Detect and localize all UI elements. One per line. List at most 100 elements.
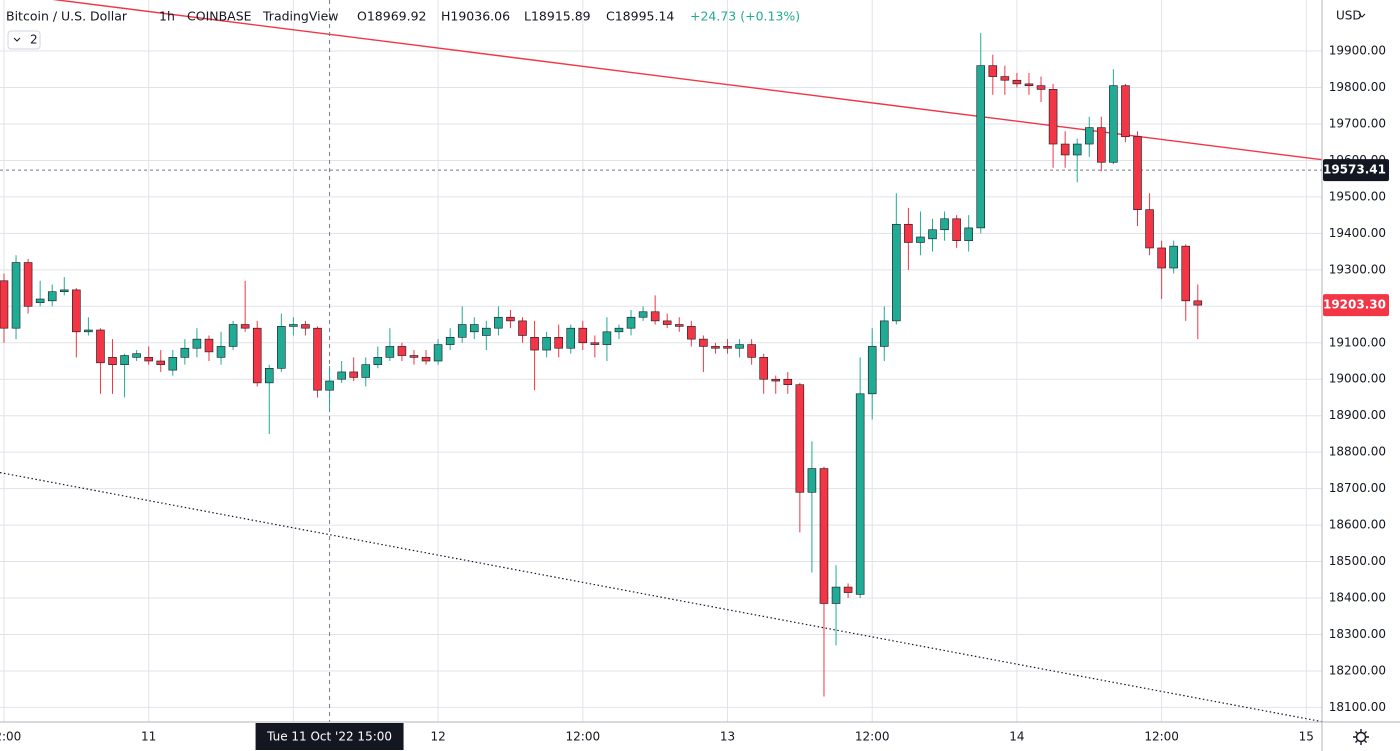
currency-chevron xyxy=(1358,13,1366,18)
candle-body xyxy=(313,327,322,391)
y-tick-label: 18200.00 xyxy=(1329,663,1386,677)
candle-body xyxy=(1169,245,1178,269)
candle-body xyxy=(457,324,467,338)
candle-body xyxy=(1121,85,1130,138)
x-tick-label: 12:00 xyxy=(1144,730,1179,744)
candle-body xyxy=(687,326,696,340)
y-tick-label: 19400.00 xyxy=(1329,226,1386,240)
currency-button[interactable]: USD xyxy=(1336,9,1362,23)
gear-teeth xyxy=(1353,729,1369,745)
candle-body xyxy=(482,327,491,336)
y-tick-label: 18100.00 xyxy=(1329,700,1386,714)
header-open: O18969.92 xyxy=(357,9,426,24)
candle-body xyxy=(1012,79,1022,85)
candle-body xyxy=(1145,209,1154,249)
candle-body xyxy=(1084,127,1094,145)
candle-body xyxy=(23,262,33,307)
candle-body xyxy=(662,320,672,325)
y-tick-label: 19000.00 xyxy=(1329,372,1386,386)
y-tick-label: 19100.00 xyxy=(1329,335,1386,349)
candle-body xyxy=(409,355,419,358)
y-tick-label: 18900.00 xyxy=(1329,408,1386,422)
header-interval: 1h xyxy=(159,9,175,24)
header-source: TradingView xyxy=(262,9,339,24)
candle-body xyxy=(1060,143,1070,156)
x-tick-label: 15 xyxy=(1299,730,1314,744)
candle-body xyxy=(638,311,648,318)
y-tick-label: 18800.00 xyxy=(1329,445,1386,459)
candle-body xyxy=(84,329,93,333)
candle-body xyxy=(940,218,949,231)
indicator-count: 2 xyxy=(30,33,38,47)
candle-body xyxy=(819,468,829,604)
y-tick-label: 19800.00 xyxy=(1329,80,1386,94)
candle-body xyxy=(252,327,262,384)
candle-body xyxy=(879,320,889,347)
candle-body xyxy=(952,218,961,241)
header-low: L18915.89 xyxy=(524,9,591,24)
candle-body xyxy=(928,229,937,240)
candle-body xyxy=(445,336,455,345)
candle-body xyxy=(735,344,744,349)
candle-body xyxy=(904,223,913,243)
x-tick-label: 12 xyxy=(430,730,445,744)
candle-body xyxy=(337,371,346,380)
x-tick-label: 11 xyxy=(141,730,156,744)
candle-body xyxy=(674,324,684,327)
x-tick-label: 13 xyxy=(720,730,735,744)
candle-body xyxy=(590,342,600,345)
candle-body xyxy=(349,371,358,378)
candle-body xyxy=(843,586,853,593)
crosshair-label: Tue 11 Oct '22 15:00 xyxy=(266,730,392,744)
y-tick-label: 19900.00 xyxy=(1329,44,1386,58)
candle-body xyxy=(385,346,395,358)
candle-body xyxy=(855,393,865,595)
x-tick-label: 14 xyxy=(1009,730,1024,744)
candle-body xyxy=(1024,83,1034,86)
candle-body xyxy=(1000,76,1010,81)
candle-body xyxy=(1157,247,1166,269)
candle-body xyxy=(1181,245,1191,302)
candle-body xyxy=(566,327,576,349)
candle-body xyxy=(867,346,877,395)
candle-body xyxy=(614,327,624,333)
indicator-toggle[interactable] xyxy=(7,30,41,50)
price-label-box xyxy=(1323,294,1389,317)
candle-body xyxy=(35,298,45,303)
candle-body xyxy=(325,380,334,391)
y-tick-label: 19300.00 xyxy=(1329,262,1386,276)
candle-body xyxy=(59,289,69,293)
candle-body xyxy=(289,324,298,327)
candle-body xyxy=(397,346,407,356)
candle-body xyxy=(0,280,9,329)
x-tick-label: 12:00 xyxy=(566,730,601,744)
candle-body xyxy=(144,357,153,362)
candle-body xyxy=(807,468,817,493)
candle-body xyxy=(747,344,756,358)
candle-body xyxy=(699,338,708,347)
candle-body xyxy=(96,329,105,364)
candle-body xyxy=(1109,85,1118,163)
candle-body xyxy=(916,236,925,243)
candle-body xyxy=(156,360,166,365)
candle-body xyxy=(72,289,81,333)
candle-body xyxy=(433,344,443,362)
candle-body xyxy=(108,357,117,365)
chevron-icon xyxy=(13,37,21,42)
y-tick-label: 18500.00 xyxy=(1329,554,1386,568)
y-tick-label: 18300.00 xyxy=(1329,627,1386,641)
header-exchange: COINBASE xyxy=(187,9,252,24)
crosshair-label-box xyxy=(255,723,404,750)
settings-button[interactable] xyxy=(1353,729,1369,745)
candle-body xyxy=(216,346,226,358)
candle-body xyxy=(831,586,841,604)
candle-body xyxy=(11,262,21,329)
candle-body xyxy=(795,384,805,493)
candle-body xyxy=(650,311,660,322)
candle-body xyxy=(132,353,141,358)
y-tick-label: 18700.00 xyxy=(1329,481,1386,495)
candle-body xyxy=(47,291,57,302)
candle-body xyxy=(1133,136,1142,210)
